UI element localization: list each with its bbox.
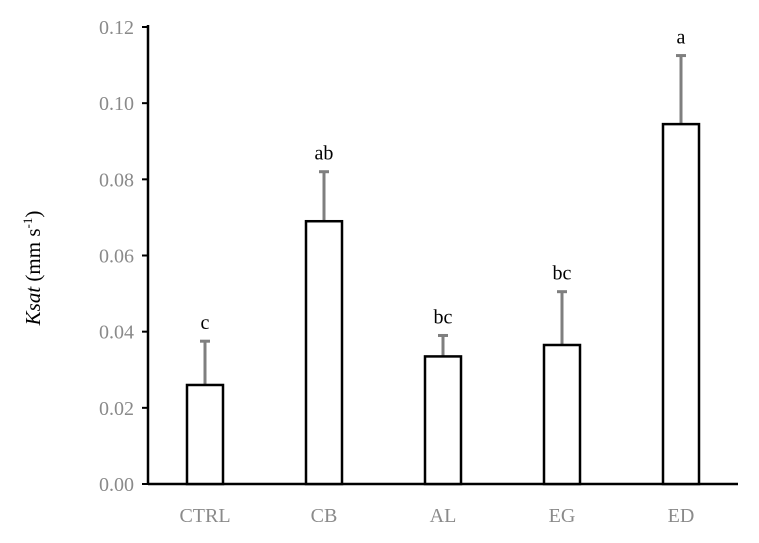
x-tick-label: CB — [311, 505, 338, 527]
y-tick-label: 0.00 — [99, 474, 134, 496]
y-tick-label: 0.02 — [99, 398, 134, 420]
bar — [542, 343, 582, 486]
y-axis-label: Ksat (mm s-1) — [20, 211, 45, 327]
y-axis-label-close: ) — [21, 211, 45, 218]
y-tick-label: 0.12 — [99, 17, 134, 39]
y-tick-label: 0.10 — [99, 93, 134, 115]
bar — [423, 355, 463, 486]
y-tick-label: 0.06 — [99, 246, 134, 268]
bar — [661, 122, 701, 486]
significance-label: c — [201, 312, 210, 334]
axes: 0.00 0.02 0.04 0.06 0.08 0.10 0.12 — [99, 17, 738, 496]
y-tick-label: 0.08 — [99, 169, 134, 191]
svg-text:Ksat (mm s-1): Ksat (mm s-1) — [20, 211, 45, 327]
x-tick-label: AL — [430, 505, 457, 527]
significance-label: ab — [315, 143, 334, 165]
significance-label: bc — [434, 306, 453, 328]
x-tick-label: EG — [549, 505, 576, 527]
y-axis-label-italic: Ksat — [21, 286, 45, 327]
y-tick-label: 0.04 — [99, 322, 134, 344]
significance-label: bc — [553, 263, 572, 285]
significance-label: a — [677, 27, 686, 49]
bar — [185, 383, 225, 486]
x-tick-label: CTRL — [179, 505, 230, 527]
labels: CTRL c CB ab AL bc EG bc ED a — [179, 27, 694, 527]
y-axis-label-unit: (mm s — [21, 228, 45, 286]
bar — [304, 219, 344, 486]
y-axis-label-superscript: -1 — [20, 218, 35, 229]
x-tick-label: ED — [668, 505, 695, 527]
bars — [185, 54, 701, 486]
